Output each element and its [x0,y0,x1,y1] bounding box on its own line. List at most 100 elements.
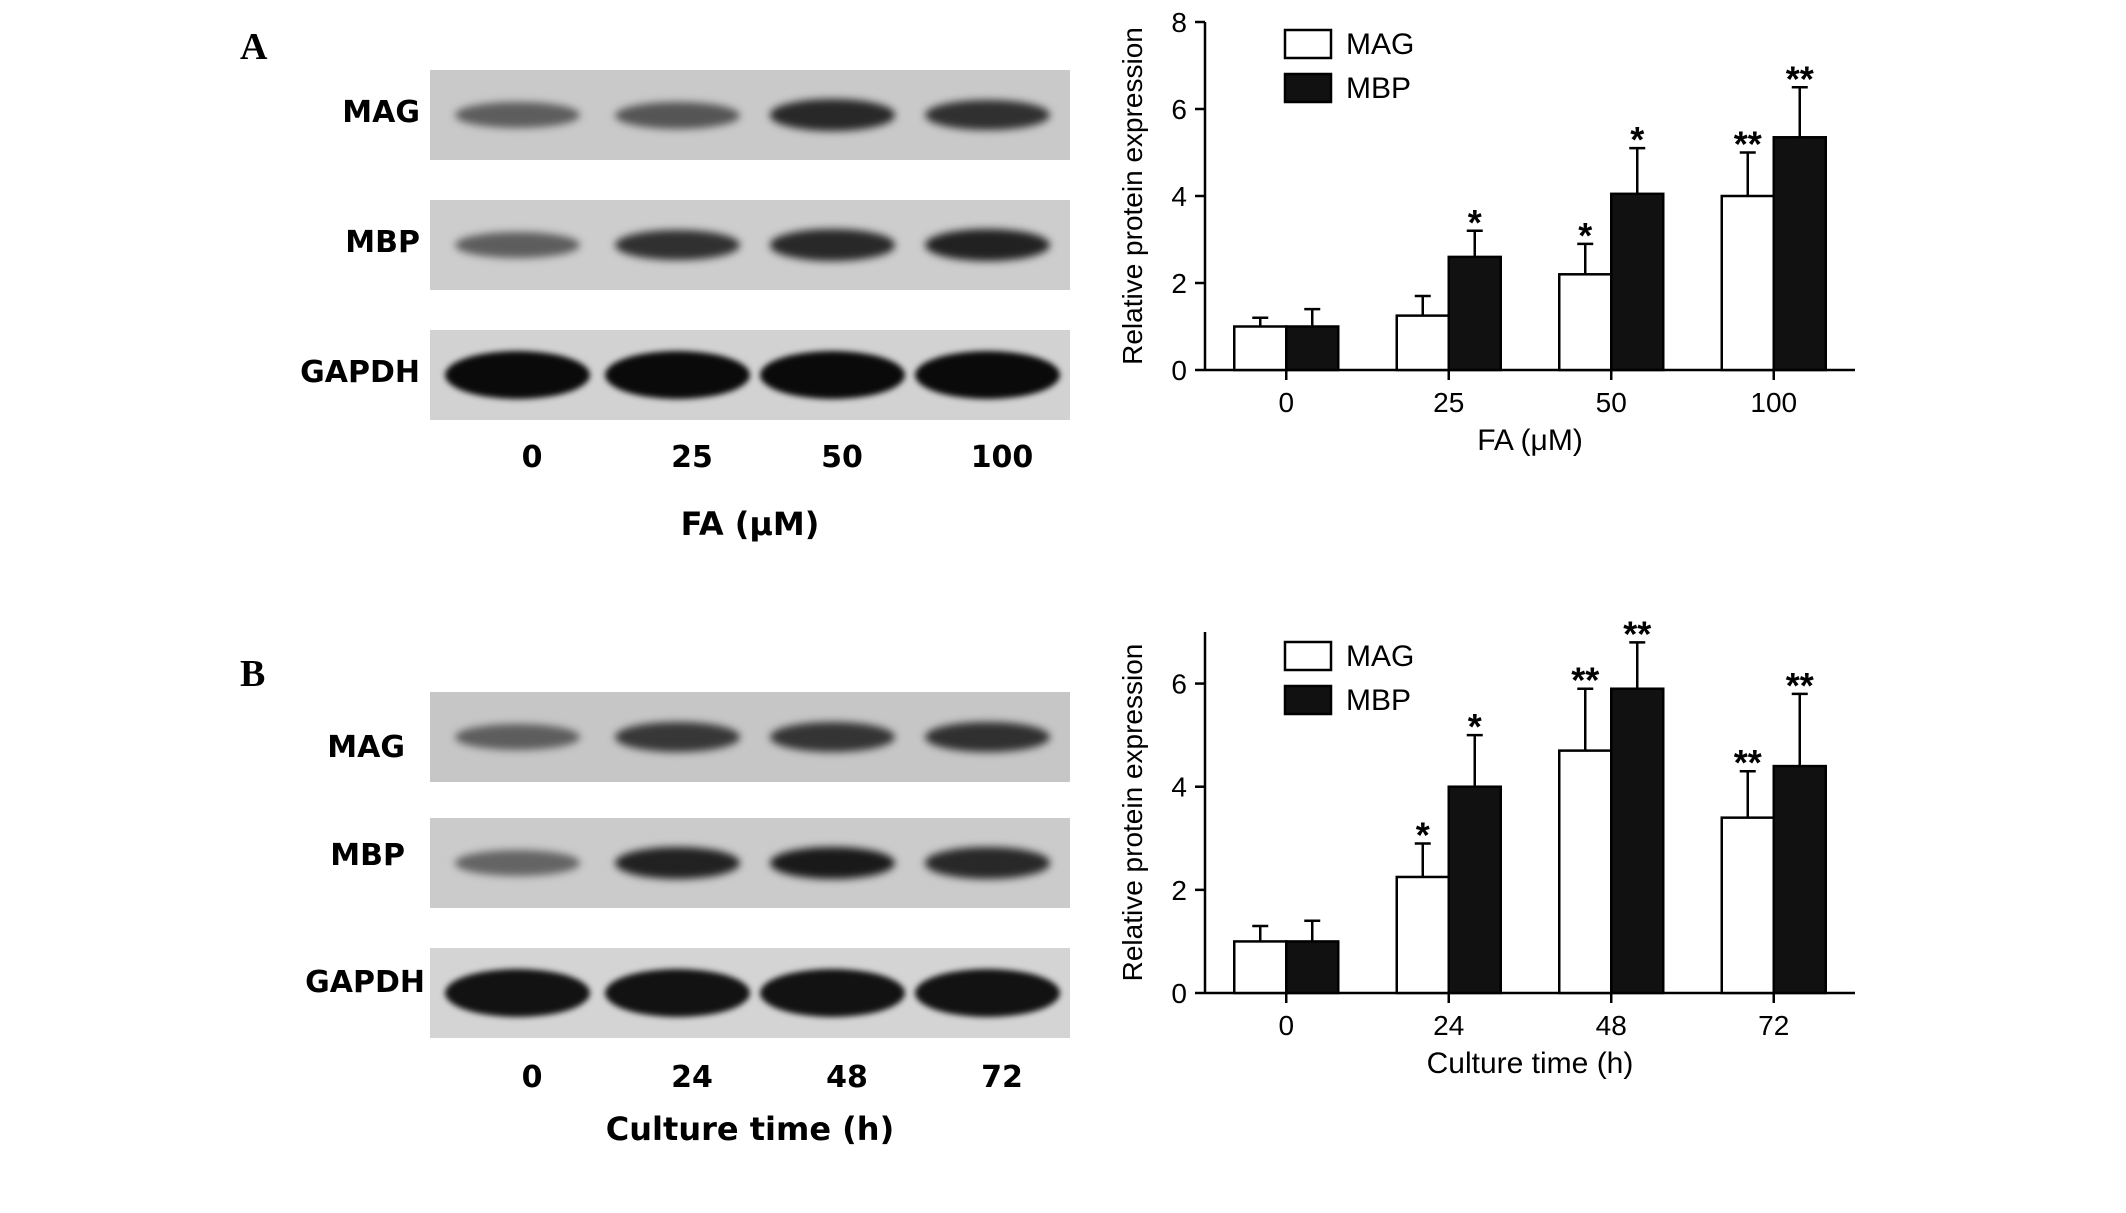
y-tick-label: 0 [1171,978,1187,1009]
y-tick-label: 8 [1171,7,1187,38]
lane-label: 25 [671,440,713,475]
legend-swatch [1283,28,1333,60]
x-axis-label: Culture time (h) [1427,1047,1634,1080]
blot-row-label: MBP [330,838,405,873]
blot-band [770,99,895,131]
bar-mbp [1772,136,1827,372]
blot-row-label: GAPDH [300,355,420,390]
bar-mag [1720,194,1775,372]
bar-mag [1233,940,1288,995]
legend-label: MBP [1346,684,1411,717]
blot-band [925,721,1050,753]
blot-band [445,351,590,399]
blot-band [925,229,1050,261]
y-tick-label: 6 [1171,94,1187,125]
blot-strip [430,692,1070,782]
x-tick-label: 48 [1596,1010,1627,1041]
blot-band [445,969,590,1017]
blot-strip [430,330,1070,420]
lane-label: 0 [521,440,543,475]
significance-marker: * [1468,706,1482,747]
blot-band [915,969,1060,1017]
bar-mbp [1610,192,1665,372]
blot-band [615,722,740,752]
significance-marker: * [1468,202,1482,243]
panel-a: A MAG MBP GAPDH 0 25 50 100 FA (μM) 0 2 4 6… [0,0,2126,600]
bar-mbp [1447,255,1502,372]
blot-band [455,231,580,259]
bar-mbp [1447,785,1502,995]
blot-band [925,847,1050,879]
blot-strip [430,818,1070,908]
x-tick-label: 72 [1758,1010,1789,1041]
x-axis-label: FA (μM) [1477,424,1583,457]
blot-row-label: MBP [345,225,420,260]
y-axis-label: Relative protein expression [1117,27,1148,365]
bar-mag [1720,816,1775,995]
blot-band [605,969,750,1017]
legend-label: MBP [1346,72,1411,105]
blot-band [770,721,895,753]
panel-label: B [240,653,266,695]
bar-mbp [1285,325,1340,372]
blot-strip [430,200,1070,290]
y-axis-label: Relative protein expression [1117,644,1148,982]
bar-mag [1558,749,1613,995]
blot-band [455,101,580,129]
legend-swatch [1283,72,1333,104]
y-tick-label: 4 [1171,181,1187,212]
blot-band [760,969,905,1017]
panel-b: B MAG MBP GAPDH 0 24 48 72 Culture time … [0,600,2126,1213]
bar-mag [1558,273,1613,372]
lane-label: 24 [671,1060,713,1095]
blot-band [615,847,740,879]
x-tick-label: 0 [1278,387,1294,418]
bar-mag [1233,325,1288,372]
x-tick-label: 50 [1596,387,1627,418]
lane-label: 0 [521,1060,543,1095]
bar-mag [1395,314,1450,372]
lane-label: 50 [821,440,863,475]
bar-mag [1395,875,1450,995]
x-tick-label: 24 [1433,1010,1464,1041]
significance-marker: * [1416,814,1430,855]
lane-label: 72 [981,1060,1023,1095]
blot-band [925,99,1050,131]
blot-band [615,101,740,129]
lane-label: 100 [970,440,1034,475]
bar-mbp [1285,940,1340,995]
y-tick-label: 2 [1171,268,1187,299]
x-tick-label: 25 [1433,387,1464,418]
blot-band [455,723,580,751]
bar-mbp [1772,764,1827,995]
blot-band [605,351,750,399]
blot-strip [430,70,1070,160]
significance-marker: ** [1786,58,1814,99]
y-tick-label: 0 [1171,355,1187,386]
lane-label: 48 [826,1060,868,1095]
blot-band [915,351,1060,399]
blot-strip [430,948,1070,1038]
y-tick-label: 4 [1171,772,1187,803]
significance-marker: ** [1571,660,1599,701]
legend-swatch [1283,640,1333,672]
blot-x-title: Culture time (h) [605,1110,895,1148]
x-tick-label: 100 [1750,387,1797,418]
blot-band [760,351,905,399]
legend-swatch [1283,684,1333,716]
y-tick-label: 2 [1171,875,1187,906]
significance-marker: * [1630,119,1644,160]
x-tick-label: 0 [1278,1010,1294,1041]
panel-label: A [240,26,268,68]
legend-label: MAG [1346,640,1414,673]
bar-mbp [1610,687,1665,995]
blot-band [770,846,895,880]
significance-marker: ** [1734,124,1762,165]
blot-x-title: FA (μM) [680,505,820,543]
significance-marker: ** [1786,665,1814,706]
blot-band [615,229,740,261]
blot-band [770,229,895,261]
blot-row-label: MAG [327,730,405,765]
